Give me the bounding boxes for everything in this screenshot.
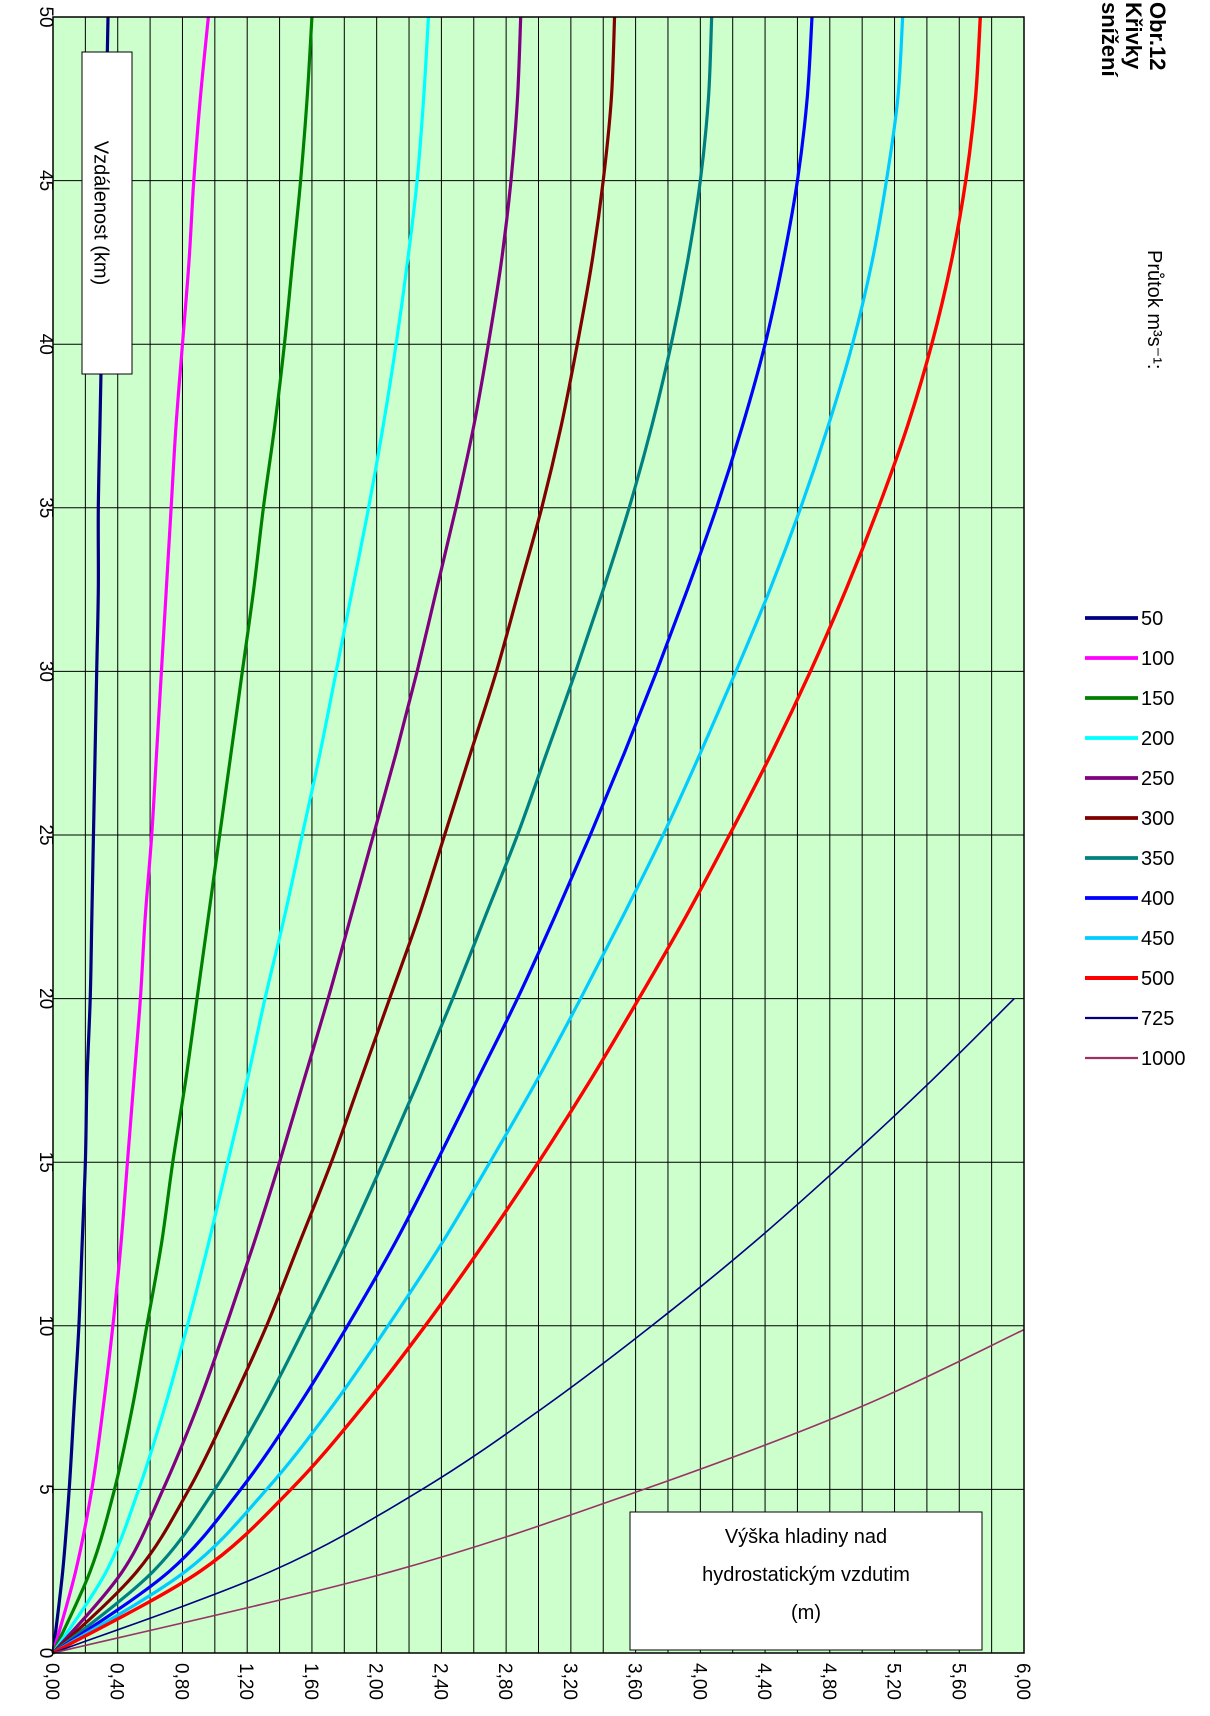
series-line-450 (52, 16, 905, 1655)
y-tick-label: 4,40 (753, 1663, 774, 1700)
x-tick-label: 0 (35, 1648, 56, 1659)
legend-label-1000: 1000 (1141, 1048, 1186, 1070)
legend: 50 100 150 200 250 300 350 400 450 500 725 1000 (1085, 608, 1186, 1070)
y-tick-label: 5,20 (883, 1663, 904, 1700)
x-tick-label: 20 (35, 988, 56, 1009)
legend-label-50: 50 (1141, 608, 1163, 630)
y-tick-label: 4,00 (688, 1663, 709, 1700)
y-axis-label-box: Výška hladiny nad hydrostatickým vzdutim… (629, 1511, 983, 1651)
x-axis-label: Vzdálenost (km) (90, 141, 112, 286)
y-tick-label: 0,80 (170, 1663, 191, 1700)
y-tick-labels: 0,00 0,40 0,80 1,20 1,60 2,00 2,40 2,80 3,20 3,60… (41, 1663, 1033, 1700)
plot-border (52, 16, 1025, 1654)
y-tick-label: 0,40 (106, 1663, 127, 1700)
chart-title: Obr.12 Křivky snížení (1097, 2, 1170, 77)
legend-label-725: 725 (1141, 1008, 1174, 1030)
x-tick-label: 15 (35, 1152, 56, 1173)
legend-label-150: 150 (1141, 688, 1174, 710)
x-tick-label: 45 (35, 170, 56, 191)
legend-label-100: 100 (1141, 648, 1174, 670)
y-tick-label: 2,00 (365, 1663, 386, 1700)
legend-label-400: 400 (1141, 888, 1174, 910)
series-line-100 (51, 16, 210, 1654)
y-tick-label: 5,60 (947, 1663, 968, 1700)
series-line-350 (51, 16, 714, 1655)
chart-title-line-1: Obr.12 (1145, 2, 1170, 70)
series-line-300 (51, 16, 617, 1655)
chart-title-line-3: snížení (1097, 2, 1122, 77)
series-line-250 (51, 16, 523, 1655)
x-tick-label: 25 (35, 824, 56, 845)
legend-label-450: 450 (1141, 928, 1174, 950)
series-line-500 (52, 16, 983, 1655)
y-tick-label: 2,40 (429, 1663, 450, 1700)
y-tick-label: 1,60 (300, 1663, 321, 1700)
y-tick-label: 0,00 (41, 1663, 62, 1700)
legend-label-200: 200 (1141, 728, 1174, 750)
x-tick-label: 50 (35, 6, 56, 27)
x-tick-label: 35 (35, 497, 56, 518)
x-axis-label-box: Vzdálenost (km) (81, 51, 133, 375)
legend-title: Průtok m³s⁻¹: (1143, 250, 1165, 369)
series-line-150 (51, 16, 314, 1654)
y-tick-label: 1,20 (235, 1663, 256, 1700)
y-tick-label: 3,60 (624, 1663, 645, 1700)
x-tick-label: 40 (35, 334, 56, 355)
legend-label-350: 350 (1141, 848, 1174, 870)
legend-label-500: 500 (1141, 968, 1174, 990)
x-tick-labels: 0 5 10 15 20 25 30 35 40 45 50 (35, 6, 56, 1658)
y-axis-label-line-1: Výška hladiny nad (725, 1526, 887, 1548)
series-line-1000 (52, 1328, 1025, 1654)
x-tick-label: 10 (35, 1315, 56, 1336)
x-tick-label: 30 (35, 661, 56, 682)
chart-title-line-2: Křivky (1121, 2, 1146, 70)
y-axis-label-line-2: hydrostatickým vzdutim (702, 1564, 910, 1586)
legend-label-250: 250 (1141, 768, 1174, 790)
series-line-400 (52, 16, 814, 1655)
y-tick-label: 3,20 (559, 1663, 580, 1700)
series-line-200 (51, 16, 431, 1654)
y-tick-label: 6,00 (1012, 1663, 1033, 1700)
y-tick-label: 4,80 (818, 1663, 839, 1700)
series-line-725 (52, 998, 1015, 1654)
x-tick-label: 5 (35, 1484, 56, 1495)
y-axis-label-line-3: (m) (791, 1602, 821, 1624)
legend-label-300: 300 (1141, 808, 1174, 830)
y-tick-label: 2,80 (494, 1663, 515, 1700)
